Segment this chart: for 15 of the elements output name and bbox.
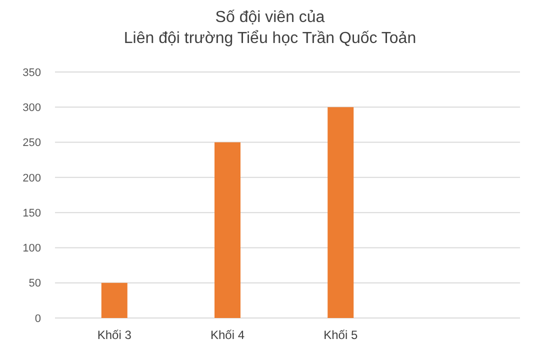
bar [328, 107, 354, 318]
x-tick-label: Khối 4 [210, 328, 245, 342]
y-tick-label: 250 [22, 137, 41, 150]
y-tick-label: 50 [28, 278, 41, 290]
y-tick-label: 200 [22, 172, 41, 184]
bar [101, 282, 128, 318]
chart-title: Số đội viên của Liên đội trường Tiểu học Trần Quốc Toản [124, 9, 416, 47]
x-tick-label: Khối 5 [324, 328, 358, 342]
y-tick-label: 150 [22, 207, 41, 220]
y-tick-label: 0 [34, 312, 41, 325]
bar [214, 142, 240, 318]
y-tick-label: 100 [22, 242, 41, 255]
y-tick-label: 350 [22, 66, 41, 79]
x-tick-label: Khối 3 [97, 328, 132, 342]
y-tick-label: 300 [22, 102, 41, 114]
